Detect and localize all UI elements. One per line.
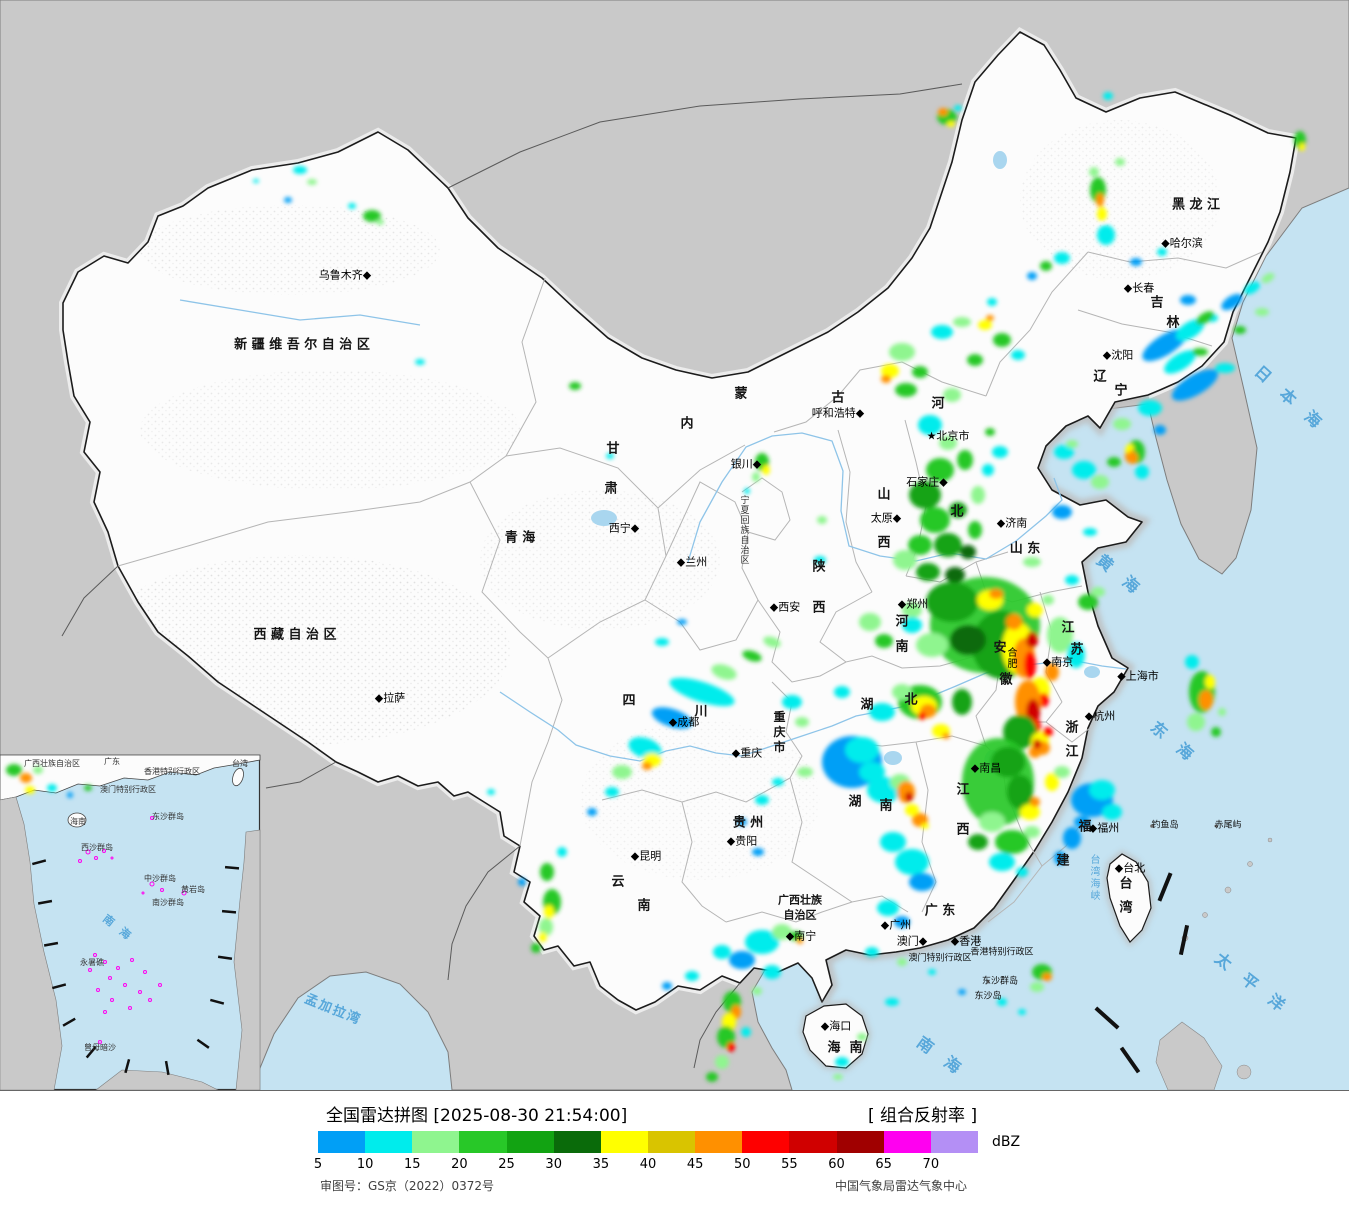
dbz-segment-50: 50 [734, 1131, 790, 1172]
dbz-tick-60: 60 [828, 1157, 845, 1172]
dbz-segment-40: 40 [640, 1131, 696, 1172]
small-island-dots [986, 824, 1218, 984]
dbz-tick-45: 45 [686, 1157, 704, 1172]
dbz-tick-15: 15 [404, 1157, 421, 1172]
hainan-island [802, 1003, 869, 1069]
dbz-segment-60: 60 [828, 1131, 884, 1172]
dbz-segment-15: 15 [404, 1131, 460, 1172]
data-source: 中国气象局雷达气象中心 [835, 1179, 968, 1193]
terrain-stipple [90, 120, 1220, 880]
taiwan-hainan-islands [799, 850, 1155, 1072]
dbz-tick-40: 40 [639, 1157, 657, 1172]
nine-dash-line [31, 859, 240, 1076]
map-license: 审图号：GS京（2022）0372号 [320, 1179, 494, 1193]
dbz-tick-35: 35 [592, 1157, 610, 1172]
reef-markers [78, 816, 187, 1044]
dbz-tick-70: 70 [922, 1157, 940, 1172]
philippines-island [1155, 1021, 1223, 1090]
dbz-segment-5: 5 [314, 1131, 366, 1172]
dbz-tick-50: 50 [733, 1157, 751, 1172]
foreign-borders [61, 83, 963, 1069]
boundary-dashes [1094, 872, 1190, 1074]
dbz-segment-10: 10 [357, 1131, 413, 1172]
dbz-tick-55: 55 [781, 1157, 798, 1172]
south-china-sea-inset [0, 754, 261, 1090]
taiwan-island [1106, 853, 1152, 943]
legend-panel: 全国雷达拼图 [2025-08-30 21:54:00] [ 组合反射率 ] 5… [0, 1091, 1349, 1208]
product-label: [ 组合反射率 ] [868, 1106, 978, 1126]
dbz-segment-35: 35 [593, 1131, 648, 1172]
dbz-segment-45: 45 [687, 1131, 743, 1172]
dbz-tick-25: 25 [498, 1157, 515, 1172]
map-graphic [0, 0, 1349, 1090]
china-radar-map: 黑 龙 江吉林辽宁内蒙古新 疆 维 吾 尔 自 治 区甘肃青 海西 藏 自 治 … [0, 0, 1349, 1091]
map-title: 全国雷达拼图 [2025-08-30 21:54:00] [326, 1106, 628, 1126]
dbz-tick-65: 65 [875, 1157, 892, 1172]
dbz-unit-label: dBZ [992, 1134, 1021, 1150]
dbz-segment-30: 30 [545, 1131, 601, 1172]
dbz-segment-20: 20 [451, 1131, 507, 1172]
dbz-tick-30: 30 [545, 1157, 562, 1172]
radar-echo-layer [253, 92, 1306, 1082]
dbz-segment-25: 25 [498, 1131, 554, 1172]
inset-radar-echoes [6, 764, 92, 798]
dbz-tick-20: 20 [451, 1157, 468, 1172]
dbz-colorbar: 5 10 15 20 25 30 35 40 45 50 55 60 65 70 [314, 1131, 978, 1172]
dbz-tick-5: 5 [313, 1157, 323, 1172]
dbz-segment-65: 65 [875, 1131, 931, 1172]
dbz-tick-10: 10 [356, 1157, 374, 1172]
dbz-segment-55: 55 [781, 1131, 837, 1172]
dbz-segment-70: 70 [923, 1131, 978, 1172]
